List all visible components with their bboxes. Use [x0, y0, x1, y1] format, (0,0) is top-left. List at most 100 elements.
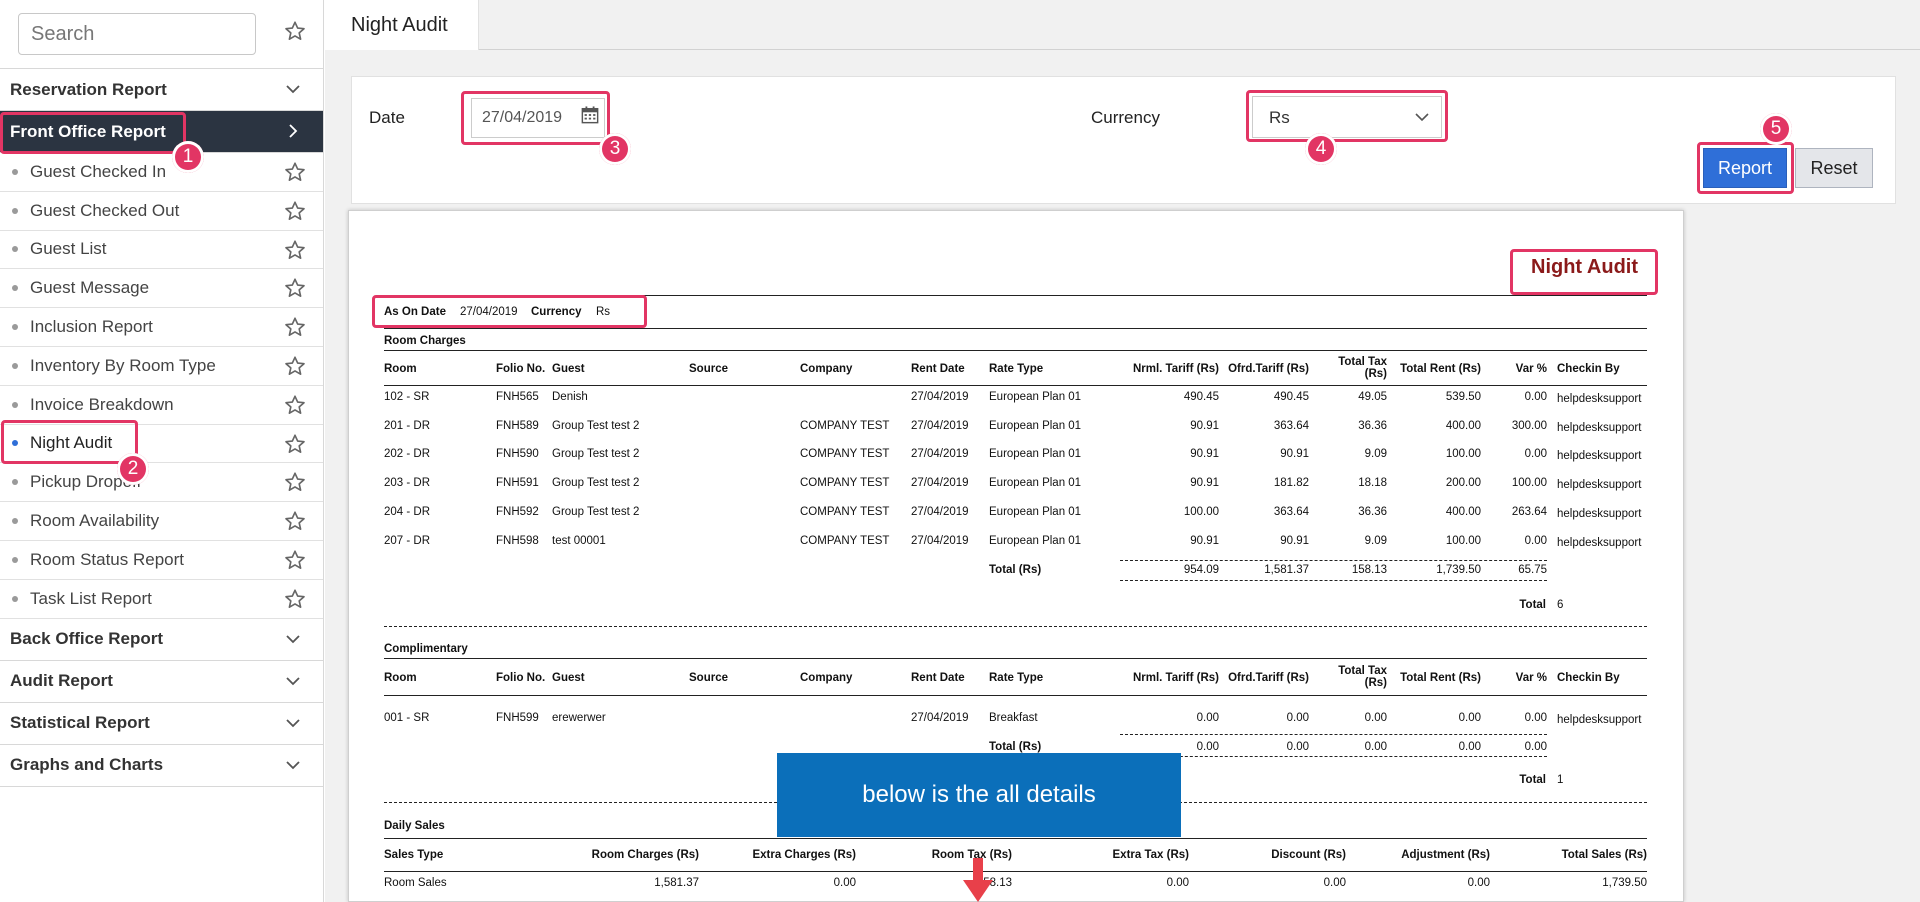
- star-icon[interactable]: [284, 394, 306, 416]
- sidebar-item-label: Guest Checked In: [30, 161, 167, 181]
- sidebar-section-label: Reservation Report: [10, 79, 167, 99]
- table-cell: European Plan 01: [989, 477, 1082, 489]
- report-button[interactable]: Report: [1703, 148, 1787, 188]
- table-cell: helpdesksupport: [1557, 393, 1642, 405]
- table-cell: FNH592: [496, 506, 539, 518]
- star-icon[interactable]: [284, 316, 306, 338]
- sidebar-item[interactable]: Guest Checked In: [0, 153, 323, 192]
- table-cell: test 00001: [552, 535, 606, 547]
- table-cell: COMPANY TEST: [800, 448, 890, 460]
- table-cell: 100.00: [1445, 535, 1481, 547]
- column-header: Sales Type: [384, 849, 444, 861]
- reset-button[interactable]: Reset: [1795, 148, 1873, 188]
- star-icon[interactable]: [284, 433, 306, 455]
- total-value: 1,739.50: [1436, 564, 1481, 576]
- star-icon[interactable]: [284, 239, 306, 261]
- column-header: Guest: [552, 672, 585, 684]
- table-cell: FNH565: [496, 391, 539, 403]
- star-icon[interactable]: [284, 161, 306, 183]
- table-cell: European Plan 01: [989, 506, 1082, 518]
- table-cell: 0.00: [1364, 712, 1387, 724]
- star-icon[interactable]: [284, 355, 306, 377]
- sidebar-item[interactable]: Pickup Dropoff: [0, 463, 323, 503]
- column-header: Checkin By: [1557, 363, 1620, 375]
- bullet-dot: [12, 168, 18, 175]
- star-icon[interactable]: [284, 588, 306, 610]
- table-cell: 36.36: [1358, 506, 1387, 518]
- date-field[interactable]: 27/04/2019: [471, 98, 605, 138]
- table-cell: 0.00: [1524, 391, 1547, 403]
- star-icon[interactable]: [284, 277, 306, 299]
- rule-line: [384, 350, 1647, 351]
- table-cell: 90.91: [1280, 535, 1309, 547]
- sidebar-item[interactable]: Invoice Breakdown: [0, 386, 323, 425]
- table-cell: FNH598: [496, 535, 539, 547]
- column-header: Room: [384, 672, 417, 684]
- search-input[interactable]: [18, 13, 256, 55]
- rule-line: [384, 695, 1647, 696]
- sidebar-item-label: Task List Report: [30, 588, 152, 608]
- star-icon[interactable]: [284, 471, 306, 493]
- sidebar-item-label: Guest Message: [30, 278, 150, 298]
- chevron-down-icon: [286, 760, 300, 769]
- currency-select[interactable]: Rs: [1252, 96, 1442, 138]
- highlight-date: [461, 91, 610, 145]
- sidebar-item[interactable]: Guest Checked Out: [0, 192, 323, 231]
- table-cell: helpdesksupport: [1557, 714, 1642, 726]
- sidebar-section-0[interactable]: Reservation Report: [0, 69, 323, 111]
- column-header: Var %: [1515, 363, 1547, 375]
- search-bar: [0, 0, 323, 69]
- column-header: Rate Type: [989, 363, 1044, 375]
- table-cell: 0.00: [1166, 877, 1189, 889]
- table-cell: 18.18: [1358, 477, 1387, 489]
- report-title: Night Audit: [1531, 256, 1639, 278]
- sidebar-item[interactable]: Task List Report: [0, 580, 323, 619]
- sidebar-item[interactable]: Inclusion Report: [0, 308, 323, 347]
- total-value: 0.00: [1458, 741, 1481, 753]
- highlight-report-button: [1697, 142, 1794, 194]
- total-value: 954.09: [1183, 564, 1219, 576]
- table-cell: helpdesksupport: [1557, 450, 1642, 462]
- table-cell: 90.91: [1190, 535, 1219, 547]
- table-cell: COMPANY TEST: [800, 420, 890, 432]
- table-cell: 100.00: [1183, 506, 1219, 518]
- sidebar-item[interactable]: Inventory By Room Type: [0, 347, 323, 386]
- table-cell: 181.82: [1273, 477, 1309, 489]
- table-cell: 27/04/2019: [911, 506, 969, 518]
- arrow-down-icon: [963, 858, 993, 902]
- tab-night-audit[interactable]: Night Audit: [325, 0, 479, 51]
- sidebar-section-bottom-2[interactable]: Statistical Report: [0, 703, 323, 745]
- star-icon[interactable]: [284, 20, 306, 42]
- sidebar-item[interactable]: Guest Message: [0, 269, 323, 309]
- sidebar-section-label: Back Office Report: [10, 629, 164, 649]
- column-header: Checkin By: [1557, 672, 1620, 684]
- table-cell: 204 - DR: [384, 506, 431, 518]
- column-header: Total Rent (Rs): [1400, 672, 1481, 684]
- bullet-dot: [12, 479, 18, 486]
- table-cell: 0.00: [1524, 448, 1547, 460]
- star-icon[interactable]: [284, 549, 306, 571]
- total-count: 1: [1557, 774, 1564, 786]
- star-icon[interactable]: [284, 200, 306, 222]
- sidebar-section-label: Audit Report: [10, 671, 113, 691]
- sidebar-section-bottom-1[interactable]: Audit Report: [0, 661, 323, 703]
- rule-line: [1120, 734, 1547, 735]
- star-icon[interactable]: [284, 510, 306, 532]
- table-cell: 363.64: [1273, 420, 1309, 432]
- bullet-dot: [12, 362, 18, 369]
- chevron-right-icon: [289, 124, 298, 138]
- table-cell: European Plan 01: [989, 448, 1082, 460]
- chevron-down-icon: [286, 676, 300, 685]
- step-badge-5: 5: [1760, 113, 1792, 145]
- calendar-icon[interactable]: [581, 106, 599, 124]
- sidebar-section-bottom-3[interactable]: Graphs and Charts: [0, 745, 323, 787]
- sidebar-item[interactable]: Night Audit: [0, 425, 323, 464]
- table-cell: FNH589: [496, 420, 539, 432]
- sidebar-section-bottom-0[interactable]: Back Office Report: [0, 619, 323, 661]
- bullet-dot: [12, 440, 18, 447]
- sidebar-item[interactable]: Room Status Report: [0, 541, 323, 580]
- column-header: Total Sales (Rs): [1561, 849, 1647, 861]
- sidebar-item[interactable]: Guest List: [0, 231, 323, 270]
- sidebar-item[interactable]: Room Availability: [0, 502, 323, 541]
- currency-value: Rs: [596, 306, 611, 318]
